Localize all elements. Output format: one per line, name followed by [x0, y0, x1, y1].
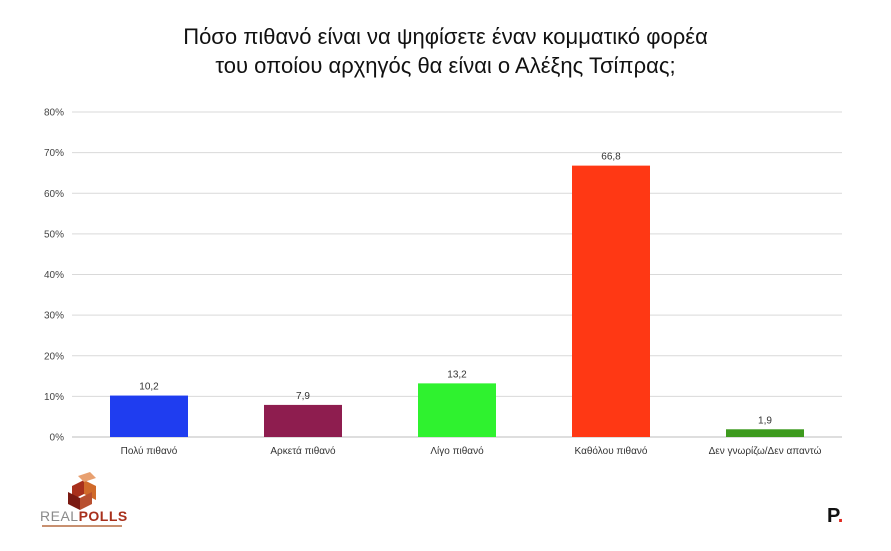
x-category-label: Αρκετά πιθανό [270, 445, 336, 457]
chart-title-line-2: του οποίου αρχηγός θα είναι ο Αλέξης Τσί… [215, 53, 676, 78]
y-tick-label: 50% [44, 229, 64, 240]
bar [264, 404, 342, 437]
y-tick-label: 0% [50, 433, 65, 444]
y-tick-label: 70% [44, 148, 64, 159]
x-category-label: Πολύ πιθανό [121, 445, 178, 457]
y-tick-label: 20% [44, 351, 64, 362]
gridlines [72, 111, 842, 438]
y-tick-label: 10% [44, 392, 64, 403]
bar-value-label: 13,2 [447, 369, 467, 380]
logo-underline [42, 525, 122, 527]
y-tick-label: 60% [44, 189, 64, 200]
y-tick-label: 40% [44, 270, 64, 281]
realpolls-logo: REALPOLLS [40, 472, 130, 532]
x-axis-labels: Πολύ πιθανό Αρκετά πιθανό Λίγο πιθανό Καθόλ… [121, 445, 822, 457]
x-category-label: Δεν γνωρίζω/Δεν απαντώ [709, 445, 822, 457]
bar [110, 395, 188, 437]
chart-title: Πόσο πιθανό είναι να ψηφίσετε έναν κομμα… [0, 22, 891, 80]
bar-value-label: 1,9 [758, 415, 772, 426]
realpolls-logo-mark [68, 472, 96, 510]
bar [418, 383, 496, 437]
bar [726, 429, 804, 437]
publisher-mark-letter: P [827, 505, 838, 527]
value-labels: 10,2 7,9 13,2 66,8 1,9 [139, 152, 772, 427]
bar-value-label: 7,9 [296, 391, 310, 402]
chart-title-line-1: Πόσο πιθανό είναι να ψηφίσετε έναν κομμα… [183, 24, 708, 49]
bars [110, 165, 804, 437]
realpolls-logo-text: REALPOLLS [40, 508, 130, 524]
publisher-mark-dot: . [837, 505, 844, 527]
x-category-label: Καθόλου πιθανό [575, 445, 648, 457]
publisher-mark: P. [827, 505, 843, 528]
x-category-label: Λίγο πιθανό [430, 445, 484, 457]
bar-value-label: 66,8 [601, 152, 621, 163]
logo-text-polls: POLLS [78, 508, 128, 524]
y-axis-ticks: 0% 10% 20% 30% 40% 50% 60% 70% 80% [44, 108, 64, 444]
bar-value-label: 10,2 [139, 382, 159, 393]
y-tick-label: 30% [44, 311, 64, 322]
bar [572, 165, 650, 437]
y-tick-label: 80% [44, 108, 64, 119]
logo-text-real: REAL [40, 508, 79, 524]
